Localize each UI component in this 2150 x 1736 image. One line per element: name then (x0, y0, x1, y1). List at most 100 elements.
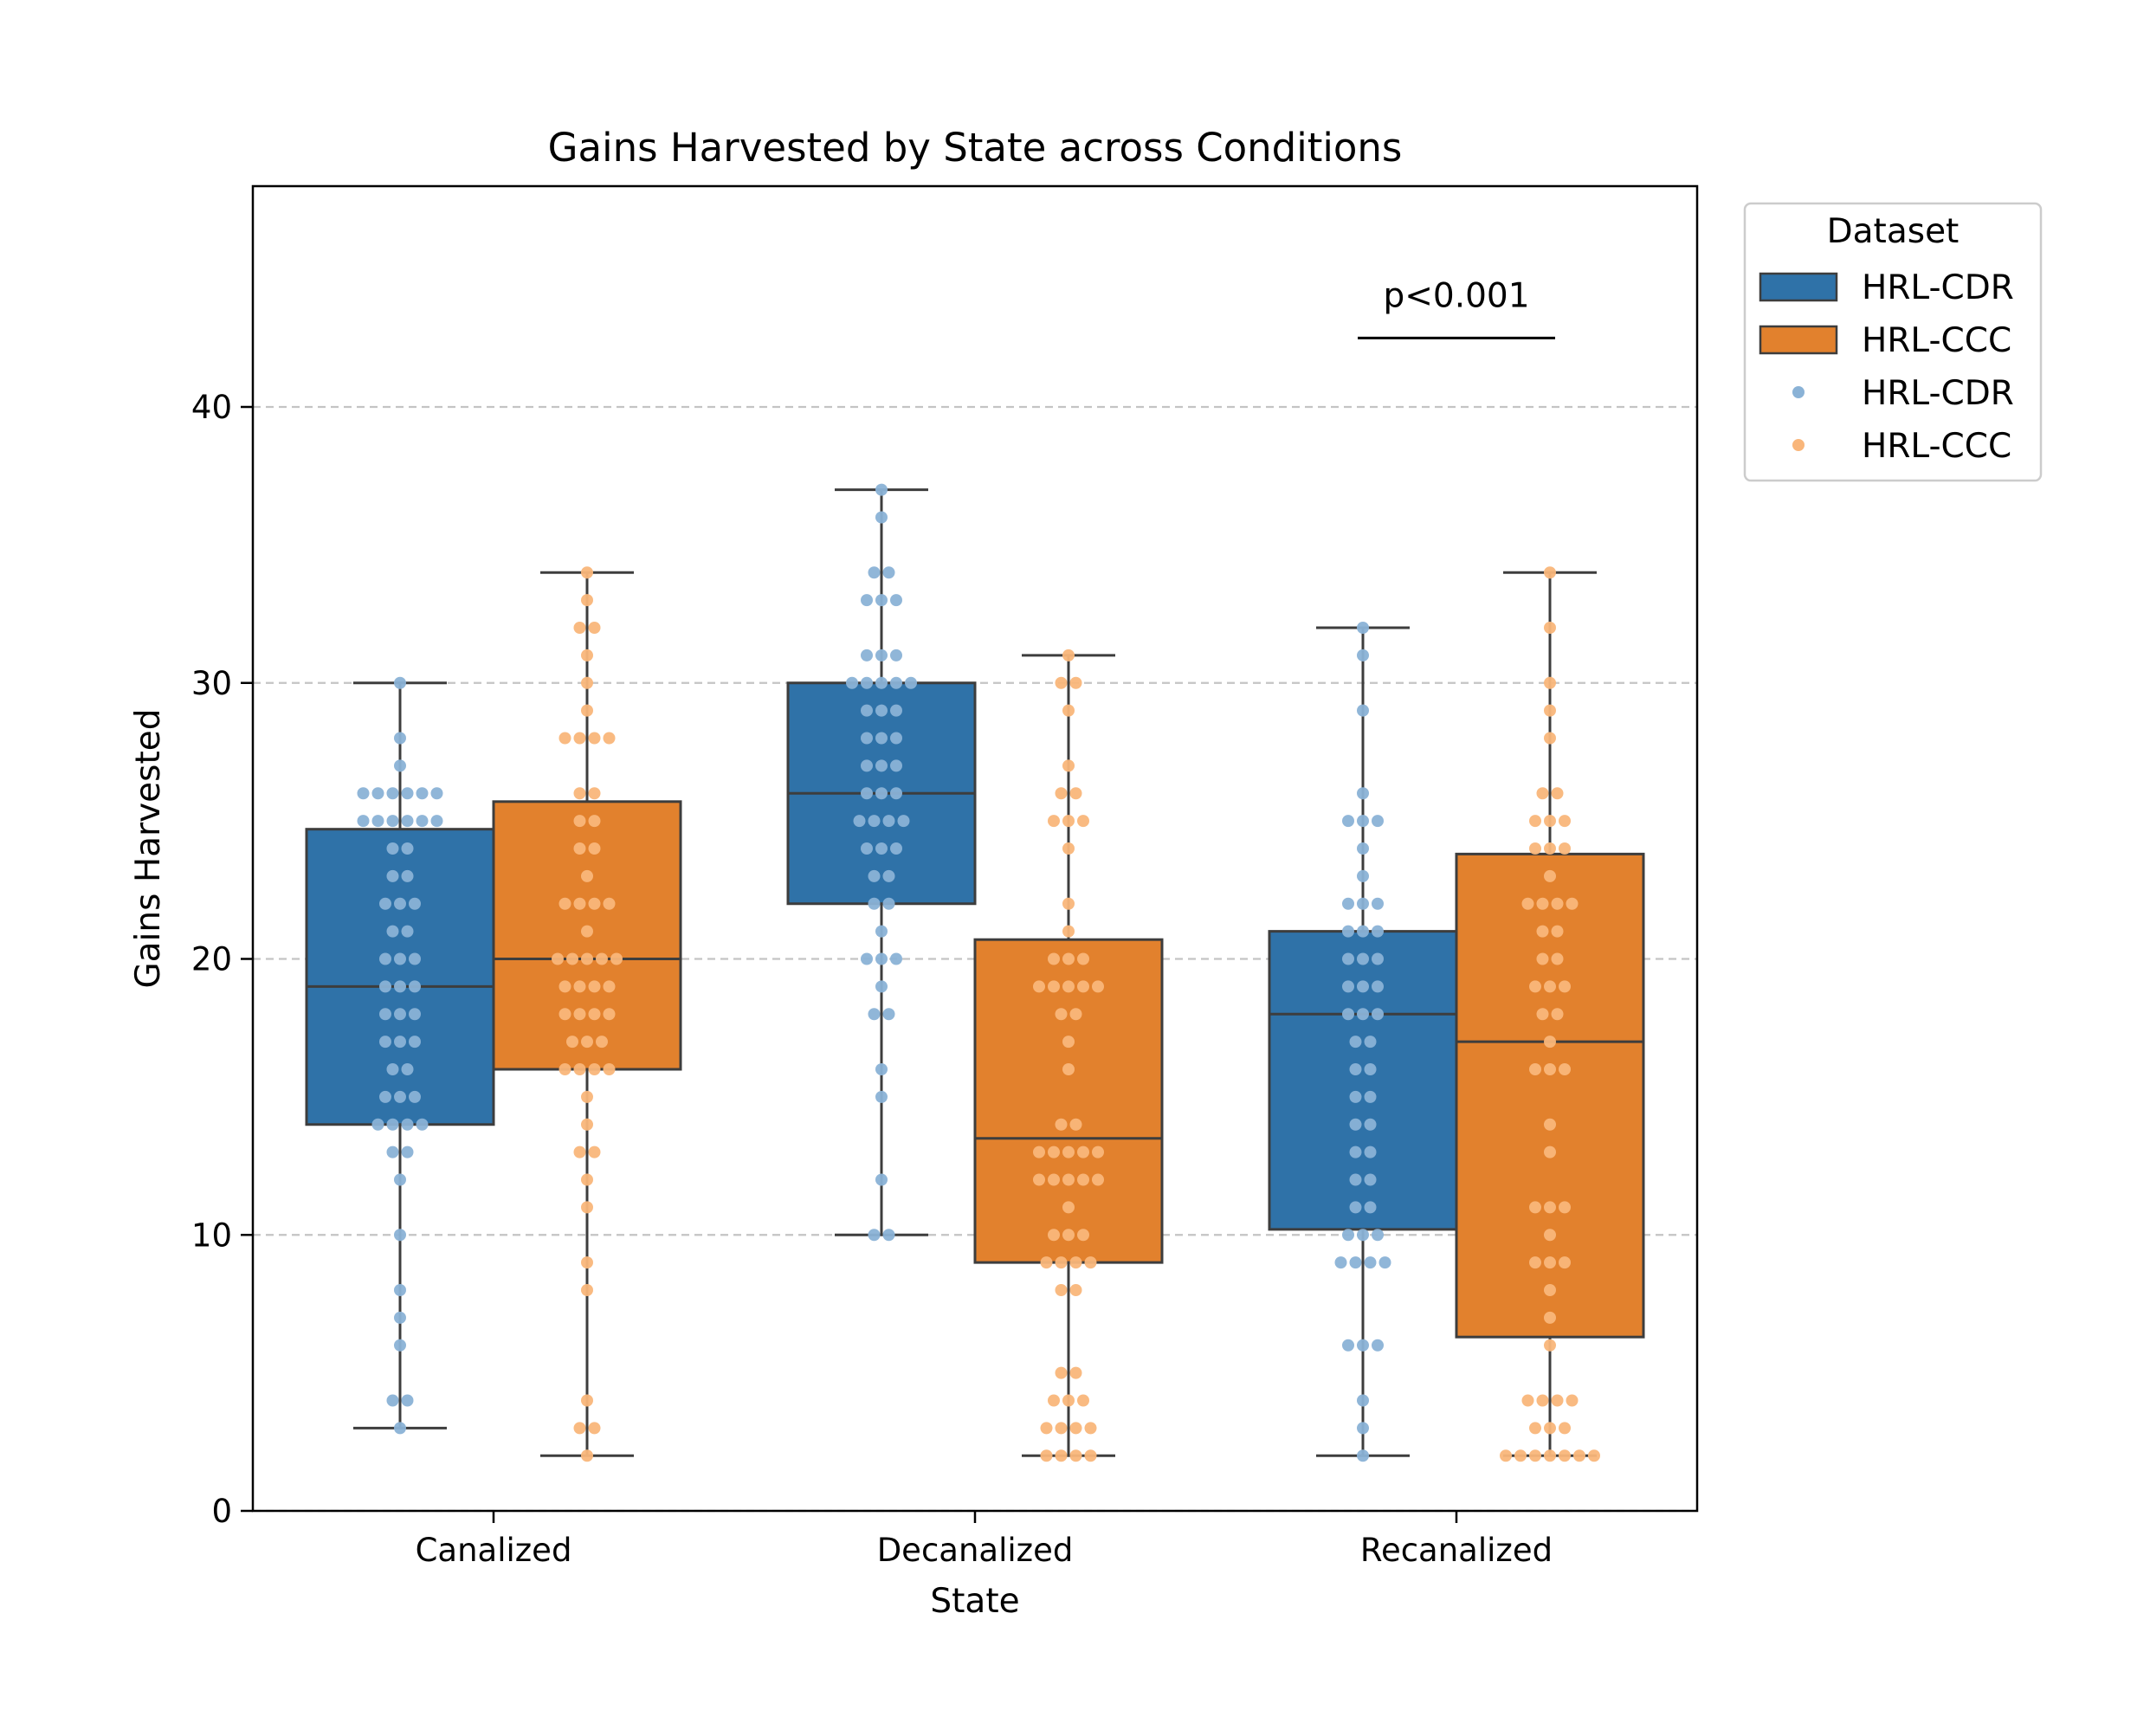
point-recanalized-hrl-ccc (1559, 1449, 1571, 1462)
point-recanalized-hrl-ccc (1551, 1008, 1564, 1021)
point-recanalized-hrl-cdr (1372, 815, 1384, 828)
point-canalized-hrl-cdr (409, 1036, 421, 1049)
point-decanalized-hrl-cdr (875, 511, 888, 524)
point-decanalized-hrl-ccc (1055, 1256, 1068, 1269)
point-decanalized-hrl-ccc (1084, 1256, 1097, 1269)
point-canalized-hrl-ccc (558, 1063, 571, 1075)
point-recanalized-hrl-ccc (1551, 897, 1564, 910)
point-canalized-hrl-cdr (409, 952, 421, 965)
point-recanalized-hrl-ccc (1536, 897, 1549, 910)
x-tick-label: Decanalized (877, 1532, 1074, 1569)
point-recanalized-hrl-cdr (1342, 1229, 1354, 1242)
point-canalized-hrl-ccc (573, 897, 586, 910)
point-decanalized-hrl-cdr (875, 1063, 888, 1075)
point-decanalized-hrl-ccc (1040, 1449, 1053, 1462)
y-axis-label: Gains Harvested (129, 708, 168, 988)
point-canalized-hrl-ccc (558, 897, 571, 910)
point-decanalized-hrl-ccc (1077, 1394, 1089, 1407)
point-canalized-hrl-ccc (573, 980, 586, 993)
point-canalized-hrl-ccc (603, 732, 616, 745)
point-recanalized-hrl-cdr (1357, 897, 1369, 910)
point-canalized-hrl-ccc (573, 732, 586, 745)
point-canalized-hrl-cdr (386, 1394, 399, 1407)
point-decanalized-hrl-ccc (1062, 897, 1075, 910)
point-canalized-hrl-ccc (588, 1422, 601, 1435)
point-decanalized-hrl-ccc (1062, 1394, 1075, 1407)
point-recanalized-hrl-cdr (1349, 1256, 1362, 1269)
legend-label: HRL-CCC (1862, 321, 2011, 360)
point-recanalized-hrl-cdr (1372, 1339, 1384, 1352)
point-decanalized-hrl-ccc (1040, 1422, 1053, 1435)
point-canalized-hrl-ccc (566, 1036, 578, 1049)
point-decanalized-hrl-cdr (875, 1173, 888, 1186)
point-recanalized-hrl-cdr (1349, 1146, 1362, 1158)
point-recanalized-hrl-cdr (1357, 1339, 1369, 1352)
x-tick-label: Canalized (416, 1532, 572, 1569)
point-canalized-hrl-ccc (588, 732, 601, 745)
y-tick-label: 20 (191, 941, 232, 978)
point-canalized-hrl-ccc (588, 1146, 601, 1158)
point-decanalized-hrl-cdr (868, 566, 881, 579)
point-canalized-hrl-cdr (394, 759, 406, 772)
point-decanalized-hrl-cdr (890, 759, 902, 772)
point-recanalized-hrl-cdr (1342, 815, 1354, 828)
point-canalized-hrl-cdr (371, 787, 384, 800)
point-canalized-hrl-ccc (573, 1063, 586, 1075)
legend-title: Dataset (1827, 212, 1960, 251)
point-recanalized-hrl-ccc (1544, 1036, 1556, 1049)
point-decanalized-hrl-cdr (875, 759, 888, 772)
point-recanalized-hrl-cdr (1357, 787, 1369, 800)
point-decanalized-hrl-ccc (1069, 1284, 1082, 1296)
point-decanalized-hrl-cdr (875, 952, 888, 965)
point-canalized-hrl-ccc (581, 869, 593, 882)
point-recanalized-hrl-cdr (1364, 1090, 1377, 1103)
point-canalized-hrl-ccc (588, 787, 601, 800)
point-canalized-hrl-cdr (371, 1118, 384, 1131)
legend: Dataset HRL-CDR HRL-CCC HRL-CDR HRL-CCC (1743, 202, 2043, 482)
point-recanalized-hrl-cdr (1357, 1008, 1369, 1021)
point-canalized-hrl-cdr (379, 980, 391, 993)
point-decanalized-hrl-cdr (875, 842, 888, 855)
point-decanalized-hrl-ccc (1055, 1118, 1068, 1131)
point-recanalized-hrl-cdr (1372, 952, 1384, 965)
point-recanalized-hrl-ccc (1544, 1422, 1556, 1435)
point-decanalized-hrl-ccc (1040, 1256, 1053, 1269)
point-canalized-hrl-ccc (603, 1063, 616, 1075)
point-canalized-hrl-ccc (566, 952, 578, 965)
point-decanalized-hrl-ccc (1069, 676, 1082, 689)
y-tick-label: 30 (191, 665, 232, 702)
point-decanalized-hrl-ccc (1092, 1146, 1104, 1158)
point-recanalized-hrl-cdr (1357, 1449, 1369, 1462)
point-decanalized-hrl-ccc (1062, 980, 1075, 993)
point-decanalized-hrl-cdr (868, 1229, 881, 1242)
point-canalized-hrl-cdr (379, 952, 391, 965)
point-canalized-hrl-ccc (581, 1449, 593, 1462)
point-decanalized-hrl-ccc (1062, 815, 1075, 828)
point-decanalized-hrl-ccc (1062, 952, 1075, 965)
point-recanalized-hrl-ccc (1544, 704, 1556, 717)
point-recanalized-hrl-ccc (1521, 1394, 1534, 1407)
point-canalized-hrl-cdr (394, 952, 406, 965)
point-layer (357, 483, 1600, 1462)
point-recanalized-hrl-cdr (1342, 952, 1354, 965)
point-recanalized-hrl-ccc (1544, 676, 1556, 689)
point-canalized-hrl-ccc (588, 897, 601, 910)
point-recanalized-hrl-cdr (1334, 1256, 1347, 1269)
point-decanalized-hrl-cdr (875, 483, 888, 496)
point-recanalized-hrl-ccc (1544, 1146, 1556, 1158)
point-recanalized-hrl-cdr (1364, 1063, 1377, 1075)
point-canalized-hrl-ccc (603, 1008, 616, 1021)
point-decanalized-hrl-cdr (890, 842, 902, 855)
point-canalized-hrl-cdr (379, 897, 391, 910)
point-canalized-hrl-ccc (573, 622, 586, 634)
point-decanalized-hrl-cdr (890, 704, 902, 717)
point-recanalized-hrl-ccc (1529, 980, 1541, 993)
point-recanalized-hrl-cdr (1364, 1036, 1377, 1049)
point-decanalized-hrl-cdr (868, 815, 881, 828)
point-recanalized-hrl-cdr (1349, 1063, 1362, 1075)
point-recanalized-hrl-cdr (1378, 1256, 1391, 1269)
legend-label: HRL-CDR (1862, 374, 2014, 413)
point-canalized-hrl-cdr (394, 1008, 406, 1021)
point-decanalized-hrl-cdr (875, 787, 888, 800)
point-recanalized-hrl-cdr (1357, 649, 1369, 661)
